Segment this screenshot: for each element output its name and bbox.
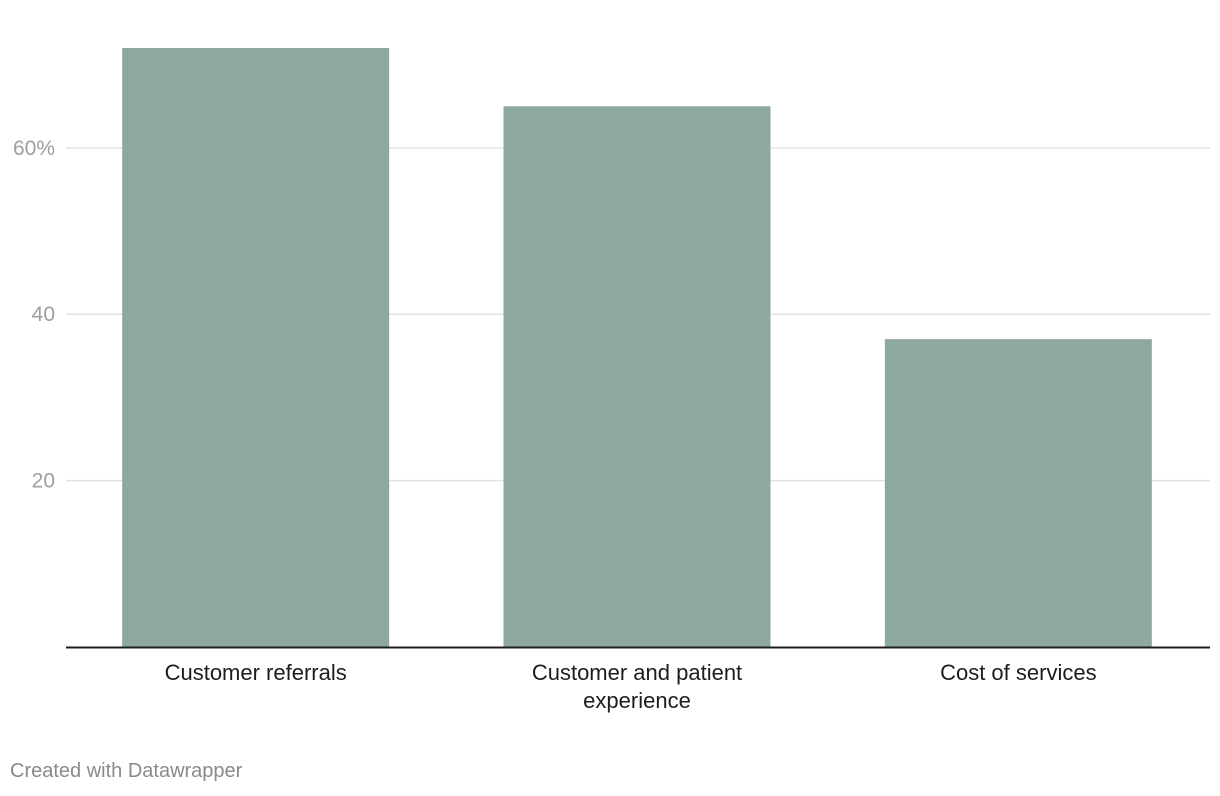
x-category-label-line: Cost of services [940,660,1097,685]
x-category-label: Cost of services [940,660,1097,685]
x-category-label: Customer and patient experience [532,660,742,713]
x-category-label-line: experience [583,688,691,713]
y-axis-tick-labels: 20 40 60% [13,137,55,493]
bars [122,48,1152,648]
x-category-label-line: Customer and patient [532,660,742,685]
x-category-label-line: Customer referrals [165,660,347,685]
y-tick-label: 20 [32,470,55,493]
footer-credit: Created with Datawrapper [10,760,243,782]
x-category-label: Customer referrals [165,660,347,685]
y-tick-label: 60% [13,137,55,160]
bar [884,339,1152,647]
x-axis-category-labels: Customer referrals Customer and patient ex… [165,660,1097,713]
bar [503,106,771,648]
y-tick-label: 40 [32,303,55,326]
bar [122,48,390,647]
